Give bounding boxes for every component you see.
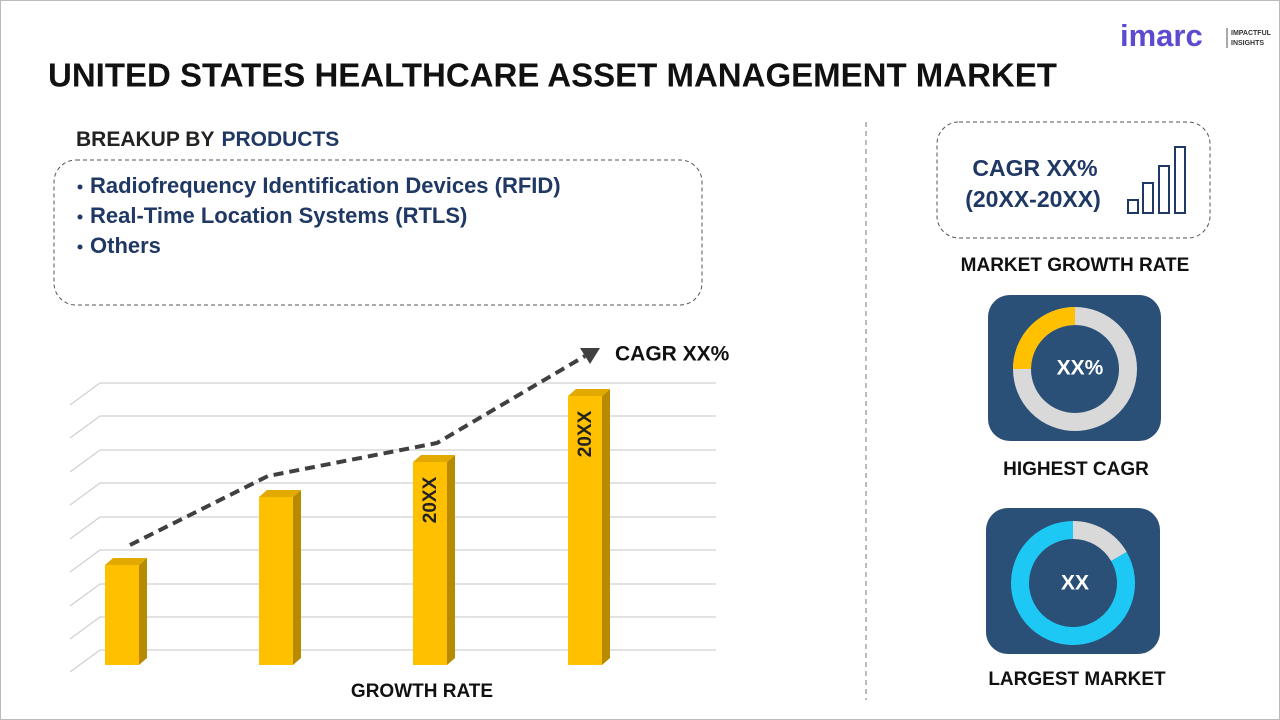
trend-arrow xyxy=(129,354,587,547)
trend-label: CAGR XX% xyxy=(615,343,730,366)
largest-value: XX xyxy=(1061,572,1089,595)
bullet xyxy=(77,184,83,190)
highest-caption: HIGHEST CAGR xyxy=(1003,459,1149,480)
bars xyxy=(105,389,610,665)
donut-track xyxy=(1072,521,1127,562)
largest-caption: LARGEST MARKET xyxy=(988,669,1166,690)
bar-label: 20XX xyxy=(420,476,441,523)
logo-tagline: IMPACTFUL xyxy=(1231,30,1272,37)
cagr-box xyxy=(936,121,1211,239)
breakup-prefix: BREAKUP BY xyxy=(76,128,214,151)
cagr-text: CAGR XX% xyxy=(972,155,1097,181)
bullet xyxy=(77,244,83,250)
axis-label: GROWTH RATE xyxy=(351,681,493,702)
logo: imarc xyxy=(1120,18,1203,53)
chart-grid xyxy=(69,382,716,673)
donut-arc xyxy=(1013,307,1076,370)
breakup-item: Real-Time Location Systems (RTLS) xyxy=(90,203,467,228)
cagr-period: (20XX-20XX) xyxy=(965,186,1101,212)
breakup-item: Others xyxy=(90,233,161,258)
breakup-label: BREAKUP BY PRODUCTS xyxy=(76,128,339,151)
cagr-caption: MARKET GROWTH RATE xyxy=(961,255,1190,276)
arrow-head xyxy=(580,348,600,364)
breakup-highlight: PRODUCTS xyxy=(221,128,339,151)
growth-icon xyxy=(1127,146,1186,214)
title: UNITED STATES HEALTHCARE ASSET MANAGEMEN… xyxy=(48,57,1057,94)
breakup-item: Radiofrequency Identification Devices (R… xyxy=(90,173,561,198)
donut-arc xyxy=(1011,521,1135,645)
bullet xyxy=(77,214,83,220)
bar-label: 20XX xyxy=(575,410,596,457)
logo-tagline: INSIGHTS xyxy=(1231,40,1264,47)
breakup-box xyxy=(53,159,703,306)
highest-value: XX% xyxy=(1057,357,1104,380)
